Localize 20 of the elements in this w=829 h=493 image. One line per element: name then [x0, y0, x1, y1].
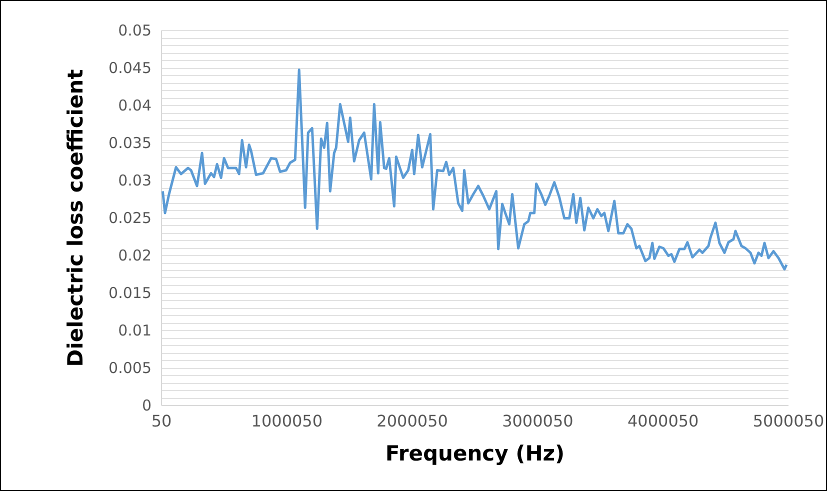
- x-axis-title: Frequency (Hz): [385, 442, 565, 466]
- y-tick-label: 0: [142, 396, 152, 414]
- x-tick-label: 1000050: [251, 412, 323, 430]
- x-tick-label: 5000050: [752, 412, 824, 430]
- x-tick-label: 4000050: [627, 412, 699, 430]
- x-tick-label: 50: [151, 412, 172, 430]
- y-tick-label: 0.05: [118, 22, 152, 40]
- y-tick-label: 0.015: [108, 284, 152, 302]
- x-tick-label: 2000050: [376, 412, 448, 430]
- y-tick-label: 0.025: [108, 209, 152, 227]
- y-tick-label: 0.02: [118, 246, 152, 264]
- y-axis-title: Dielectric loss coefficient: [64, 69, 88, 367]
- y-tick-label: 0.045: [108, 59, 152, 77]
- line-series: [161, 68, 788, 270]
- y-tick-label: 0.01: [118, 322, 152, 340]
- x-tick-label: 3000050: [502, 412, 574, 430]
- y-tick-label: 0.04: [118, 96, 152, 114]
- y-tick-label: 0.03: [118, 172, 152, 190]
- y-tick-label: 0.005: [108, 359, 152, 377]
- y-tick-label: 0.035: [108, 134, 152, 152]
